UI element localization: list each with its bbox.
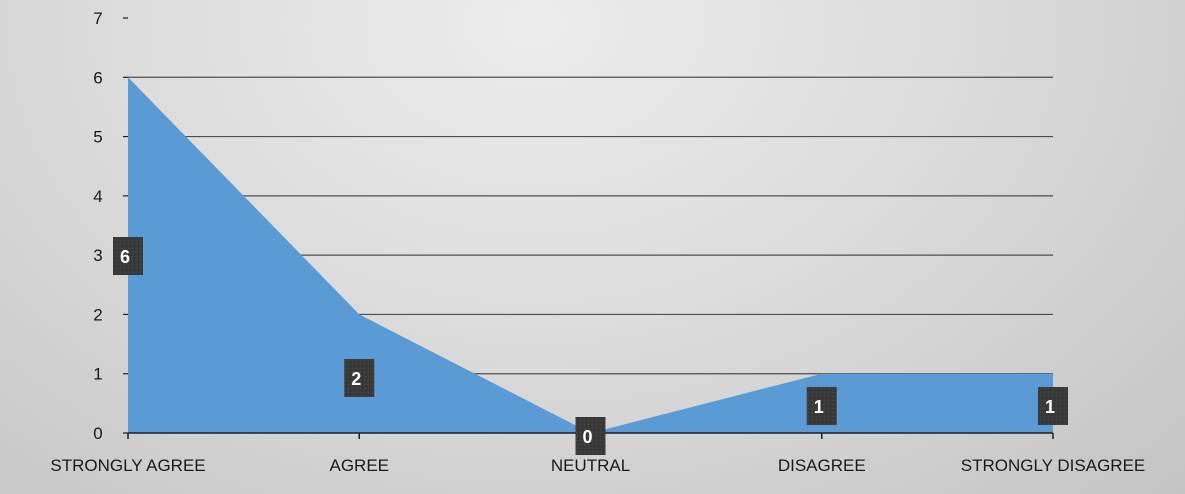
data-label-1: 2 <box>344 359 375 397</box>
y-axis-tick-labels: 0 1 2 3 4 5 6 7 <box>93 9 102 443</box>
x-category-label: AGREE <box>329 456 389 475</box>
data-label-box <box>806 387 837 425</box>
y-tick-label: 1 <box>93 365 102 384</box>
data-label-value: 6 <box>120 247 130 267</box>
y-tick-label: 0 <box>93 424 102 443</box>
data-label-value: 1 <box>814 397 824 417</box>
data-label-value: 2 <box>351 369 361 389</box>
data-labels: 6 2 0 1 1 <box>113 237 1068 455</box>
y-tick-label: 5 <box>93 128 102 147</box>
data-label-value: 0 <box>583 427 593 447</box>
area-fill <box>128 77 1053 434</box>
x-category-label: STRONGLY DISAGREE <box>961 456 1146 475</box>
y-tick-label: 2 <box>93 305 102 324</box>
x-category-label: STRONGLY AGREE <box>50 456 205 475</box>
y-tick-label: 3 <box>93 246 102 265</box>
data-label-3: 1 <box>806 387 837 425</box>
data-label-4: 1 <box>1038 387 1068 425</box>
data-label-box <box>1038 387 1068 425</box>
data-label-value: 1 <box>1045 397 1055 417</box>
x-category-label: DISAGREE <box>778 456 866 475</box>
x-axis-category-labels: STRONGLY AGREE AGREE NEUTRAL DISAGREE STRONG… <box>50 456 1145 475</box>
x-category-label: NEUTRAL <box>551 456 630 475</box>
y-tick-label: 4 <box>93 187 102 206</box>
data-label-0: 6 <box>113 237 143 275</box>
area-series <box>128 77 1053 434</box>
y-tick-label: 6 <box>93 68 102 87</box>
data-label-box <box>575 417 606 455</box>
data-label-box <box>113 237 143 275</box>
data-label-box <box>344 359 375 397</box>
y-tick-label: 7 <box>93 9 102 28</box>
data-label-2: 0 <box>575 417 606 455</box>
